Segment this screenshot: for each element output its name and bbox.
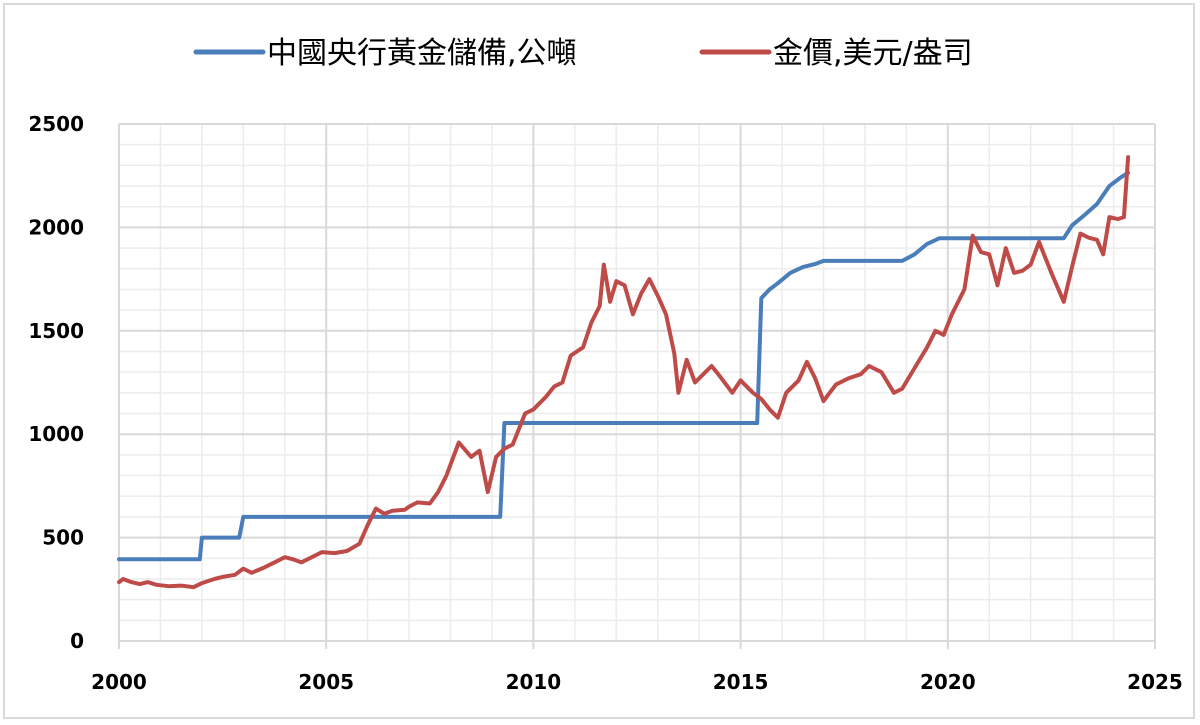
- series-line-gold-price: [117, 155, 1131, 590]
- legend-label-reserves: 中國央行黃金儲備,公噸: [267, 36, 577, 71]
- x-tick-label: 2005: [298, 670, 354, 694]
- legend-item-gold-price[interactable]: 金價,美元/盎司: [699, 36, 973, 71]
- y-tick-label: 1000: [28, 422, 84, 446]
- y-axis-labels: 0 500 1000 1500 2000 2500: [28, 112, 84, 653]
- y-tick-label: 1500: [28, 319, 84, 343]
- minor-gridlines: [119, 124, 1155, 641]
- x-axis-labels: 2000 2005 2010 2015 2020 2025: [91, 670, 1183, 694]
- x-tick-label: 2025: [1127, 670, 1183, 694]
- legend-item-reserves[interactable]: 中國央行黃金儲備,公噸: [193, 36, 577, 71]
- y-tick-label: 2500: [28, 112, 84, 136]
- x-tick-label: 2020: [920, 670, 976, 694]
- series-layer: [117, 155, 1131, 590]
- x-tick-label: 2000: [91, 670, 147, 694]
- y-tick-label: 0: [70, 629, 84, 653]
- legend-label-gold-price: 金價,美元/盎司: [773, 36, 973, 71]
- x-tick-label: 2015: [713, 670, 769, 694]
- legend: 中國央行黃金儲備,公噸 金價,美元/盎司: [193, 36, 973, 71]
- y-tick-label: 2000: [28, 215, 84, 239]
- major-gridlines: [118, 123, 1156, 649]
- y-tick-label: 500: [42, 526, 84, 550]
- x-tick-label: 2010: [506, 670, 562, 694]
- series-line-reserves: [117, 170, 1131, 562]
